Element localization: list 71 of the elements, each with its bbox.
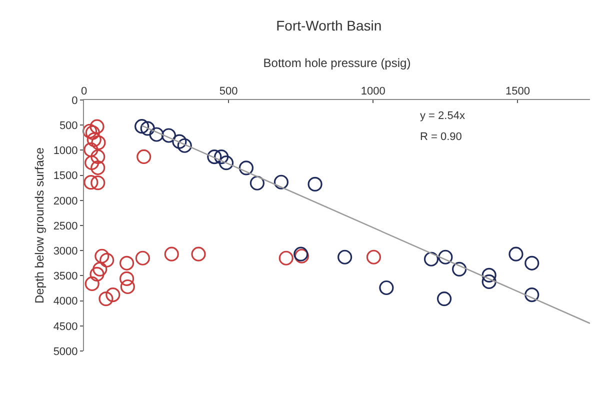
point xyxy=(482,274,496,290)
x-tick-label: 1500 xyxy=(505,86,530,98)
y-tick-label: 1000 xyxy=(53,145,78,158)
point xyxy=(149,127,164,142)
point xyxy=(274,174,288,190)
point xyxy=(90,266,104,282)
point xyxy=(250,176,264,190)
annotation: y = 2.54x xyxy=(420,110,466,122)
point xyxy=(238,160,254,176)
point xyxy=(164,246,179,262)
y-tick-label: 500 xyxy=(59,120,78,132)
point xyxy=(524,256,540,270)
point xyxy=(135,250,150,266)
point xyxy=(91,135,106,150)
point xyxy=(100,252,114,268)
point xyxy=(90,149,106,164)
point xyxy=(436,291,452,306)
point xyxy=(90,119,104,134)
y-tick-label: 0 xyxy=(72,94,78,107)
y-axis-title: Depth below grounds surface xyxy=(32,147,47,304)
point xyxy=(84,175,98,190)
x-axis-title: Bottom hole pressure (psig) xyxy=(263,56,411,70)
point xyxy=(106,287,120,302)
point xyxy=(92,262,108,276)
y-tick-label: 2000 xyxy=(53,195,78,208)
point xyxy=(508,246,524,262)
y-tick-label: 4500 xyxy=(53,320,78,333)
point xyxy=(438,250,453,264)
y-tick-label: 3500 xyxy=(53,270,78,283)
point xyxy=(119,256,134,270)
point xyxy=(177,138,192,153)
x-tick-label: 1000 xyxy=(360,86,386,98)
point xyxy=(94,248,110,264)
point xyxy=(218,156,234,170)
y-tick-label: 3000 xyxy=(53,245,78,258)
point xyxy=(161,128,176,143)
y-tick-label: 2500 xyxy=(53,220,78,232)
point xyxy=(90,176,106,190)
point xyxy=(136,149,152,164)
point xyxy=(308,176,322,192)
point xyxy=(84,142,98,157)
point xyxy=(140,121,155,136)
point xyxy=(191,246,206,262)
point xyxy=(98,291,114,306)
point xyxy=(172,134,187,149)
y-tick-label: 1500 xyxy=(53,170,78,182)
point xyxy=(86,132,102,147)
point xyxy=(424,252,439,266)
point xyxy=(85,125,100,140)
y-tick-label: 4000 xyxy=(53,296,78,308)
point xyxy=(84,276,100,292)
point xyxy=(214,149,229,164)
point xyxy=(82,124,98,138)
point xyxy=(366,250,382,264)
point xyxy=(524,287,540,302)
point xyxy=(90,160,106,176)
x-tick-label: 500 xyxy=(219,86,238,98)
x-tick-label: 0 xyxy=(80,86,88,98)
point xyxy=(338,250,352,264)
chart-title: Fort-Worth Basin xyxy=(276,18,382,34)
point xyxy=(379,280,394,296)
annotation: R = 0.90 xyxy=(420,131,462,143)
point xyxy=(120,279,135,294)
point xyxy=(84,155,100,170)
point xyxy=(119,271,134,286)
point xyxy=(482,268,496,282)
point xyxy=(134,119,150,134)
point xyxy=(207,149,222,164)
point xyxy=(452,262,467,276)
y-tick-label: 5000 xyxy=(53,346,78,358)
point xyxy=(278,250,294,266)
